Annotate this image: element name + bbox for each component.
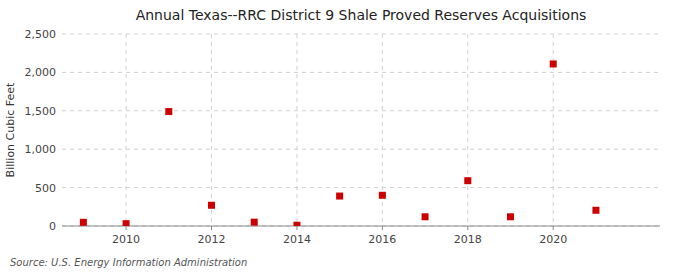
point	[80, 219, 87, 226]
point	[123, 220, 130, 226]
x-grid-line	[211, 34, 212, 226]
point	[251, 219, 258, 226]
y-tick-label: 1,000	[25, 143, 57, 156]
x-tick	[553, 226, 554, 230]
chart-container: 0 500 1,000 1,500 2,000 2,500 2010 2012 2014 2016…	[0, 0, 675, 275]
grid	[62, 34, 660, 226]
x-tick-label: 2012	[198, 233, 226, 246]
x-tick-label: 2016	[368, 233, 396, 246]
y-axis-label: Billion Cubic Feet	[4, 82, 17, 177]
y-grid-line	[62, 187, 660, 188]
point	[550, 60, 557, 67]
y-grid-line	[62, 226, 660, 227]
y-grid-line	[62, 110, 660, 111]
point	[208, 202, 215, 209]
title: Annual Texas--RRC District 9 Shale Prove…	[136, 7, 587, 23]
y-tick-label: 0	[49, 220, 56, 233]
x-tick	[126, 226, 127, 230]
point	[165, 108, 172, 115]
y-tick-label: 2,000	[25, 66, 57, 79]
point	[379, 192, 386, 199]
x-grid-line	[467, 34, 468, 226]
point	[464, 177, 471, 184]
x-tick-label: 2018	[454, 233, 482, 246]
point	[422, 213, 429, 220]
x-tick	[382, 226, 383, 230]
y-tick-label: 2,500	[25, 28, 57, 41]
chart-svg: 0 500 1,000 1,500 2,000 2,500 2010 2012 2014 2016…	[0, 0, 675, 275]
y-grid-line	[62, 149, 660, 150]
y-tick-label: 500	[35, 182, 56, 195]
point	[507, 213, 514, 220]
x-axis-line	[62, 226, 660, 227]
x-tick	[296, 226, 297, 230]
x-tick-label: 2020	[539, 233, 567, 246]
x-tick	[467, 226, 468, 230]
x-tick	[211, 226, 212, 230]
point	[592, 207, 599, 214]
source-note: Source: U.S. Energy Information Administ…	[10, 257, 247, 268]
y-grid-line	[62, 34, 660, 35]
points	[80, 60, 600, 226]
x-grid-line	[126, 34, 127, 226]
point	[336, 193, 343, 200]
x-tick-label: 2014	[283, 233, 311, 246]
x-tick-label: 2010	[112, 233, 140, 246]
axes: 0 500 1,000 1,500 2,000 2,500 2010 2012 2014 2016…	[25, 28, 661, 246]
y-grid-line	[62, 72, 660, 73]
y-tick-label: 1,500	[25, 105, 57, 118]
x-grid-line	[296, 34, 297, 226]
point	[293, 222, 300, 226]
